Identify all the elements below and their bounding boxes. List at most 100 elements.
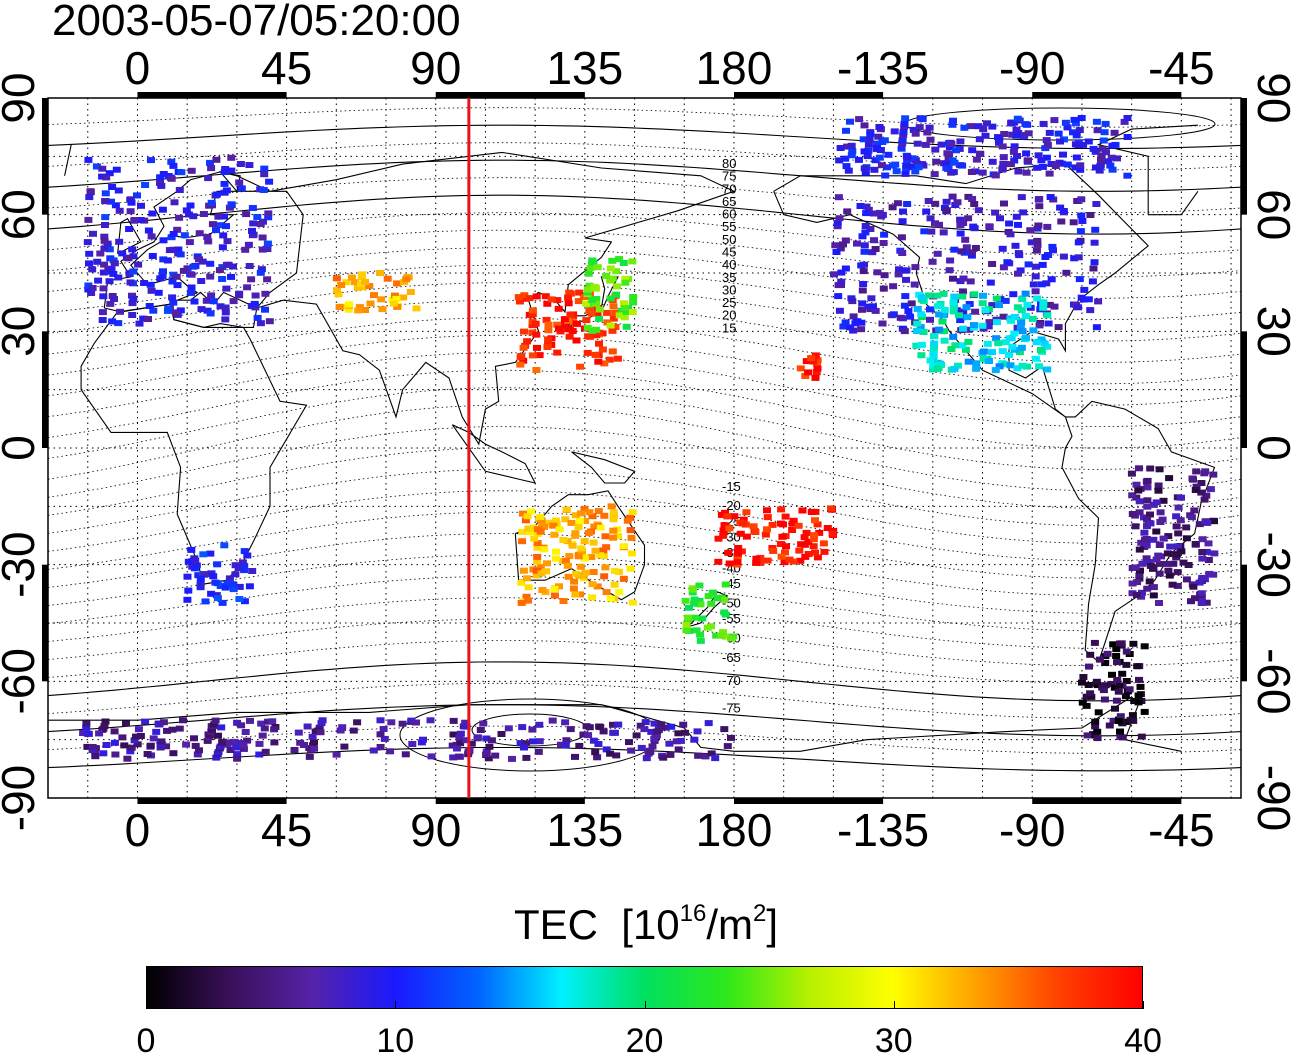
tec-cell [456,740,465,747]
tec-cell [801,373,810,379]
tec-cell [1014,221,1022,228]
tec-cell [827,505,835,512]
tec-cell [212,191,221,198]
tec-cell [566,311,575,318]
tec-cell [966,123,975,130]
tec-cell [834,194,843,201]
tec-cell [93,258,102,265]
tec-cell [589,737,598,744]
tec-cell [1142,542,1151,549]
tec-cell [612,268,621,275]
tec-cell [220,213,228,220]
colorbar-tick-mark [395,1001,397,1009]
tec-cell [98,173,107,180]
tec-cell [1087,693,1096,700]
tec-cell [156,174,165,181]
tec-cell [890,128,899,135]
tec-cell [844,167,853,174]
tec-cell [1131,523,1140,530]
tec-cell [1070,116,1079,123]
tec-cell [600,512,609,519]
tec-cell [972,365,981,372]
tec-cell [883,164,891,171]
tec-cell [581,569,590,576]
tec-cell [1077,212,1086,219]
tec-cell [358,271,366,278]
tec-cell [155,720,164,727]
tec-cell [926,306,934,313]
tec-cell [856,203,865,209]
tec-cell [956,138,965,145]
tec-cell [801,553,810,560]
tec-cell [179,717,187,724]
tec-cell [108,184,117,190]
tec-cell [99,285,108,292]
tec-cell [1198,574,1207,581]
tec-cell [903,154,912,161]
tec-cell [719,629,727,636]
tec-cell [1129,640,1138,647]
tec-cell [211,717,220,724]
tec-cell [733,558,742,565]
tec-cell [841,237,850,244]
tec-cell [168,726,177,733]
tec-cell [1136,567,1144,574]
tec-cell [133,192,141,199]
tec-cell [1071,120,1080,127]
tec-cell [918,116,927,123]
tec-cell [981,132,990,139]
tec-cell [169,162,178,169]
contour-label: 15 [722,320,736,335]
tec-cell [520,744,528,751]
tec-cell [568,542,577,549]
colorbar-quantity: TEC [513,901,598,948]
tec-cell [995,139,1003,146]
tec-cell [1137,539,1146,546]
tec-cell [628,258,637,265]
tec-cell [110,296,118,302]
tec-cell [564,573,573,580]
tec-cell [853,318,862,325]
tec-cell [594,741,603,747]
tec-cell [1023,301,1032,308]
tec-cell [1021,313,1030,319]
tec-cell [524,597,532,604]
tec-cell [860,148,869,155]
tec-cell [875,124,884,130]
tec-cell [533,344,541,351]
tec-cell [517,579,526,586]
tec-cell [187,289,195,296]
tec-cell [1000,131,1009,137]
tec-cell [871,157,880,164]
tec-cell [588,297,597,303]
frame-bar-right [1241,564,1247,682]
tec-cell [118,250,127,257]
tec-cell [954,362,962,369]
tec-cell [258,246,267,253]
tec-cell [1142,555,1151,562]
tec-cell [929,351,938,358]
tec-cell [876,147,885,153]
tec-cell [195,747,203,754]
tec-cell [340,743,349,750]
tec-cell [609,527,618,534]
contour-line [47,247,1242,299]
tec-cell [522,593,531,600]
tec-cell [1061,119,1070,126]
colorbar-units-mid: /m [706,901,754,948]
contour-line [47,469,1242,544]
tec-cell [903,201,912,207]
tec-cell [550,585,559,592]
tec-cell [719,532,728,539]
tec-cell [1072,132,1081,139]
tec-cell [835,157,844,164]
tec-cell [1092,164,1100,171]
tec-cell [335,304,344,310]
tec-cell [879,240,888,246]
tec-cell [962,244,971,251]
tec-cell [667,723,676,730]
tec-cell [1091,723,1100,730]
tec-cell [1094,298,1103,305]
tec-cell [99,750,108,757]
tec-cell [1179,559,1188,566]
